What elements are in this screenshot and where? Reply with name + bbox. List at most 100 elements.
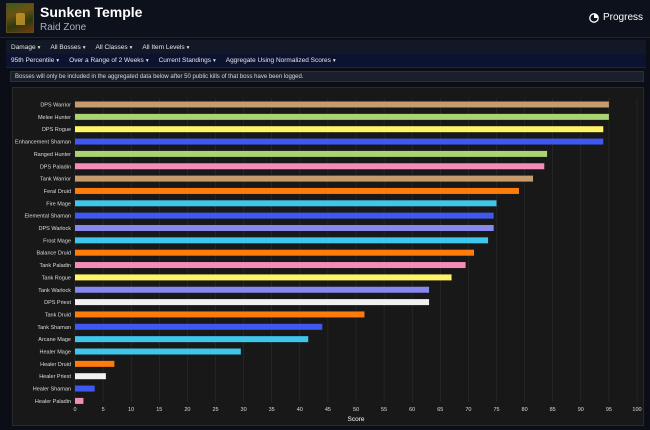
x-tick-label: 0 <box>73 407 76 413</box>
chart-category-labels: DPS Warrior Melee Hunter DPS Rogue Enhancem… <box>15 103 71 405</box>
category-label: Melee Hunter <box>38 115 71 121</box>
bar[interactable] <box>75 175 534 182</box>
category-label: Ranged Hunter <box>34 152 71 158</box>
bar[interactable] <box>75 311 365 318</box>
metric-dropdown[interactable]: Damage ▾ <box>6 44 45 51</box>
x-axis-title: Score <box>348 416 365 423</box>
x-tick-label: 5 <box>102 407 105 413</box>
x-tick-label: 65 <box>437 407 443 413</box>
x-tick-label: 60 <box>409 407 415 413</box>
aggregation-dropdown[interactable]: Aggregate Using Normalized Scores ▾ <box>221 57 341 64</box>
bar[interactable] <box>75 274 452 281</box>
category-label: DPS Paladin <box>40 164 71 170</box>
bar[interactable] <box>75 360 115 367</box>
x-tick-label: 25 <box>212 407 218 413</box>
x-tick-label: 20 <box>184 407 190 413</box>
x-tick-label: 70 <box>465 407 471 413</box>
bar[interactable] <box>75 138 604 145</box>
category-label: DPS Warrior <box>40 103 71 109</box>
chevron-down-icon: ▾ <box>186 44 190 51</box>
bar[interactable] <box>75 286 430 293</box>
item-level-dropdown[interactable]: All Item Levels ▾ <box>137 44 194 51</box>
category-label: Elemental Shaman <box>25 214 71 220</box>
zone-header: Sunken Temple Raid Zone Progress <box>0 0 650 38</box>
chevron-down-icon: ▾ <box>82 44 86 51</box>
score-chart-panel: DPS Warrior Melee Hunter DPS Rogue Enhancem… <box>12 87 644 426</box>
category-label: Tank Shaman <box>37 325 71 331</box>
bar[interactable] <box>75 373 106 380</box>
boss-dropdown[interactable]: All Bosses ▾ <box>45 44 90 51</box>
x-tick-label: 55 <box>381 407 387 413</box>
category-label: DPS Warlock <box>39 226 72 232</box>
bar[interactable] <box>75 397 84 404</box>
bar[interactable] <box>75 150 548 157</box>
class-dropdown-label: All Classes <box>95 43 128 51</box>
category-label: Healer Paladin <box>35 399 71 405</box>
bar[interactable] <box>75 101 609 108</box>
x-tick-label: 15 <box>156 407 162 413</box>
class-dropdown[interactable]: All Classes ▾ <box>90 44 137 51</box>
x-tick-label: 30 <box>241 407 247 413</box>
chevron-down-icon: ▾ <box>212 58 216 64</box>
bar[interactable] <box>75 113 609 120</box>
x-tick-label: 10 <box>128 407 134 413</box>
category-label: Healer Shaman <box>33 387 71 393</box>
progress-label: Progress <box>602 12 643 23</box>
bar[interactable] <box>75 126 604 133</box>
percentile-dropdown[interactable]: 95th Percentile ▾ <box>6 57 64 64</box>
item-level-dropdown-label: All Item Levels <box>142 43 185 51</box>
filter-bar-secondary: 95th Percentile ▾ Over a Range of 2 Weeks… <box>6 54 646 68</box>
bar[interactable] <box>75 163 545 170</box>
time-range-dropdown-label: Over a Range of 2 Weeks <box>69 57 144 64</box>
boss-dropdown-label: All Bosses <box>50 43 81 51</box>
aggregation-notice: Bosses will only be included in the aggr… <box>10 71 644 82</box>
category-label: Frost Mage <box>43 238 71 244</box>
standings-dropdown[interactable]: Current Standings ▾ <box>154 57 221 64</box>
bar[interactable] <box>75 200 497 207</box>
category-label: Feral Druid <box>44 189 71 195</box>
category-label: Enhancement Shaman <box>15 140 71 146</box>
chevron-down-icon: ▾ <box>129 44 133 51</box>
zone-subtitle: Raid Zone <box>40 22 87 33</box>
zone-icon <box>6 3 34 33</box>
percentile-dropdown-label: 95th Percentile <box>11 57 55 64</box>
chart-x-ticks: 0 5 10 15 20 25 30 35 40 45 50 55 60 65 70 75 80 85 90 95 10… <box>73 407 641 413</box>
bar[interactable] <box>75 249 475 256</box>
x-tick-label: 45 <box>325 407 331 413</box>
x-tick-label: 85 <box>550 407 556 413</box>
chart-bars <box>75 101 609 404</box>
bar[interactable] <box>75 262 466 269</box>
x-tick-label: 100 <box>632 407 641 413</box>
chevron-down-icon: ▾ <box>332 58 336 64</box>
category-label: Arcane Mage <box>38 337 71 343</box>
aggregation-dropdown-label: Aggregate Using Normalized Scores <box>225 57 331 64</box>
score-bar-chart: DPS Warrior Melee Hunter DPS Rogue Enhancem… <box>15 98 642 423</box>
progress-icon <box>589 12 599 23</box>
x-tick-label: 80 <box>522 407 528 413</box>
filter-bar-primary: Damage ▾ All Bosses ▾ All Classes ▾ All Ite… <box>6 40 646 54</box>
bar[interactable] <box>75 299 430 306</box>
category-label: Tank Warlock <box>38 288 71 294</box>
bar[interactable] <box>75 225 494 231</box>
bar[interactable] <box>75 323 323 330</box>
category-label: Balance Druid <box>36 251 71 257</box>
category-label: Healer Druid <box>40 362 71 368</box>
standings-dropdown-label: Current Standings <box>158 57 211 64</box>
bar[interactable] <box>75 336 309 343</box>
bar[interactable] <box>75 212 494 219</box>
progress-link[interactable]: Progress <box>589 12 643 23</box>
category-label: Tank Warrior <box>40 177 71 183</box>
x-tick-label: 35 <box>269 407 275 413</box>
category-label: Tank Druid <box>45 312 71 318</box>
bar[interactable] <box>75 187 519 194</box>
zone-title: Sunken Temple <box>40 4 143 20</box>
category-label: DPS Priest <box>44 300 71 306</box>
bar[interactable] <box>75 385 95 392</box>
bar[interactable] <box>75 237 489 244</box>
chevron-down-icon: ▾ <box>56 58 60 64</box>
time-range-dropdown[interactable]: Over a Range of 2 Weeks ▾ <box>64 57 153 64</box>
chevron-down-icon: ▾ <box>37 44 41 51</box>
x-tick-label: 90 <box>578 407 584 413</box>
metric-dropdown-label: Damage <box>11 43 36 51</box>
bar[interactable] <box>75 348 241 355</box>
